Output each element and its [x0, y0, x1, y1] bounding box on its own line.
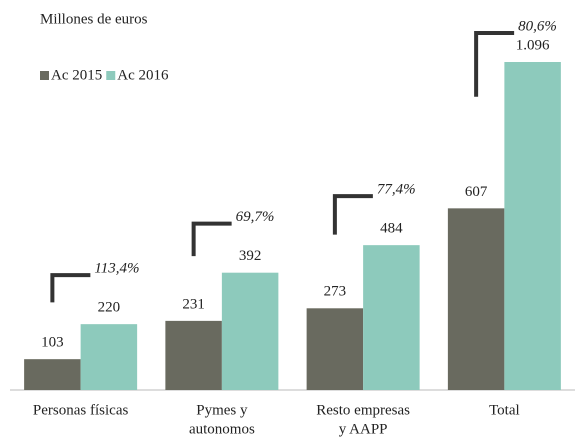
value-label: 1.096	[516, 37, 550, 53]
bar	[306, 308, 364, 390]
bar	[80, 324, 138, 390]
growth-label: 113,4%	[94, 261, 139, 277]
x-tick-label: Personas físicas	[33, 402, 129, 418]
growth-bracket	[191, 221, 232, 257]
x-tick-label: Resto empresas	[316, 402, 410, 418]
bar	[504, 62, 561, 390]
value-label: 220	[98, 300, 121, 316]
growth-bracket	[50, 273, 91, 303]
bar	[447, 208, 505, 390]
value-label: 392	[239, 248, 262, 264]
legend-label: Ac 2016	[117, 67, 169, 83]
value-label: 231	[182, 296, 205, 312]
x-tick-label: y AAPP	[339, 421, 388, 437]
x-tick-label: autonomos	[189, 421, 255, 437]
bar	[165, 320, 222, 390]
value-label: 273	[324, 284, 347, 300]
growth-bracket	[474, 31, 515, 97]
legend-swatch	[106, 71, 116, 80]
bar	[221, 272, 279, 390]
growth-label: 77,4%	[377, 182, 416, 198]
value-label: 607	[465, 184, 488, 200]
value-label: 484	[380, 221, 403, 237]
legend-swatch	[40, 71, 49, 80]
legend-label: Ac 2015	[51, 67, 102, 83]
growth-bracket	[332, 194, 373, 235]
bar	[24, 359, 81, 390]
x-tick-label: Pymes y	[196, 402, 248, 418]
x-tick-label: Total	[489, 402, 520, 418]
bar	[363, 245, 420, 390]
chart-title: Millones de euros	[40, 11, 148, 27]
growth-label: 80,6%	[518, 18, 557, 34]
growth-label: 69,7%	[236, 209, 275, 225]
value-label: 103	[41, 335, 64, 351]
